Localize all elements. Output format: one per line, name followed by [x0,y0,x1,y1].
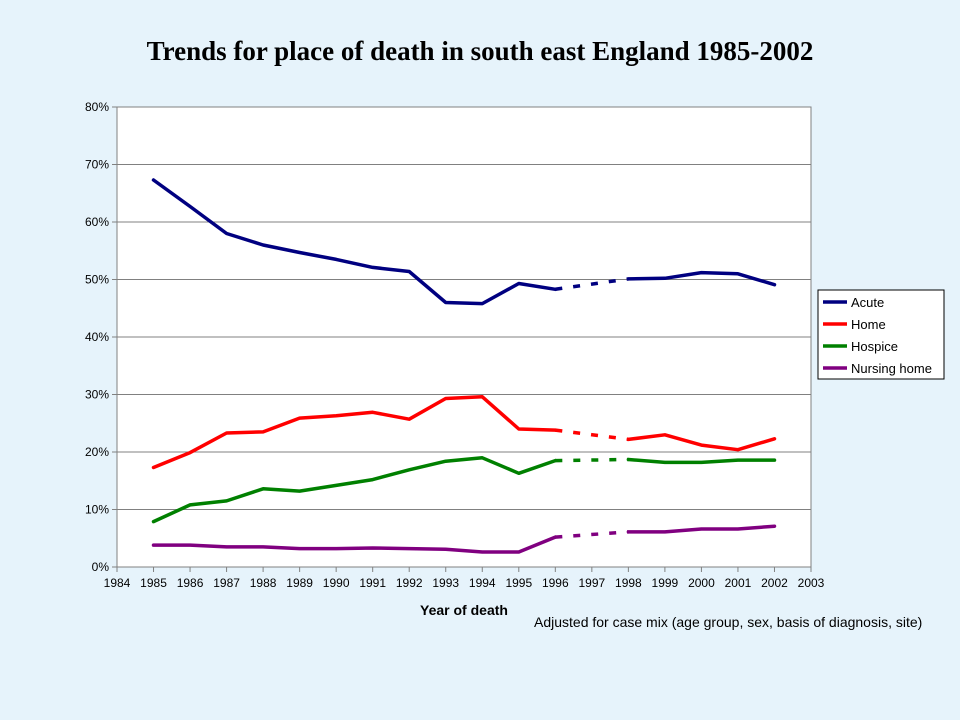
x-tick-label: 1989 [286,576,313,590]
x-tick-label: 1999 [652,576,679,590]
x-tick-label: 1987 [213,576,240,590]
x-tick-label: 1986 [177,576,204,590]
x-tick-label: 1992 [396,576,423,590]
x-tick-label: 1997 [578,576,605,590]
y-tick-label: 40% [85,330,109,344]
gridlines [117,164,811,510]
x-axis-title: Year of death [420,602,508,618]
x-tick-label: 2002 [761,576,788,590]
x-tick-label: 1993 [432,576,459,590]
legend-label-hospice: Hospice [851,339,898,354]
series-line-home [626,433,777,452]
x-tick-label: 2000 [688,576,715,590]
series-home [151,395,777,470]
x-tick-label: 1984 [104,576,131,590]
x-axis-ticks: 1984 1985 1986 1987 1988 1989 1990 1991 1992 1993… [104,567,825,590]
series-interpolation-hospice [555,457,629,463]
legend: Acute Home Hospice Nursing home [817,289,945,380]
case-mix-note: Adjusted for case mix (age group, sex, b… [534,614,923,630]
x-tick-label: 2003 [798,576,825,590]
y-tick-label: 70% [85,158,109,172]
y-tick-label: 80% [85,100,109,114]
series-acute [151,178,777,306]
y-tick-label: 30% [85,388,109,402]
series-interpolation-nursing-home [555,530,629,539]
chart-title: Trends for place of death in south east … [146,36,814,66]
y-tick-label: 0% [92,560,110,574]
y-tick-label: 10% [85,503,109,517]
series-line-hospice [151,456,558,524]
x-tick-label: 1988 [250,576,277,590]
series-line-home [151,395,558,470]
legend-box [817,289,945,380]
series-interpolation-home [555,428,629,442]
legend-label-nursing-home: Nursing home [851,361,932,376]
series-interpolation-acute [555,277,629,292]
y-tick-label: 20% [85,445,109,459]
series-layer [151,178,777,554]
y-tick-label: 60% [85,215,109,229]
x-tick-label: 1998 [615,576,642,590]
x-tick-label: 1995 [505,576,532,590]
series-line-acute [151,178,558,306]
series-line-acute [626,270,777,287]
series-nursing-home [151,524,777,554]
series-line-nursing-home [626,524,777,534]
legend-label-home: Home [851,317,886,332]
y-tick-label: 50% [85,273,109,287]
series-hospice [151,456,777,524]
x-tick-label: 1990 [323,576,350,590]
x-tick-label: 1985 [140,576,167,590]
legend-label-acute: Acute [851,295,884,310]
y-axis-ticks: 0% 10% 20% 30% 40% 50% 60% 70% 80% [85,100,117,574]
x-tick-label: 1994 [469,576,496,590]
series-line-nursing-home [151,535,558,554]
x-tick-label: 1996 [542,576,569,590]
x-tick-label: 2001 [725,576,752,590]
x-tick-label: 1991 [359,576,386,590]
series-line-hospice [626,457,777,465]
